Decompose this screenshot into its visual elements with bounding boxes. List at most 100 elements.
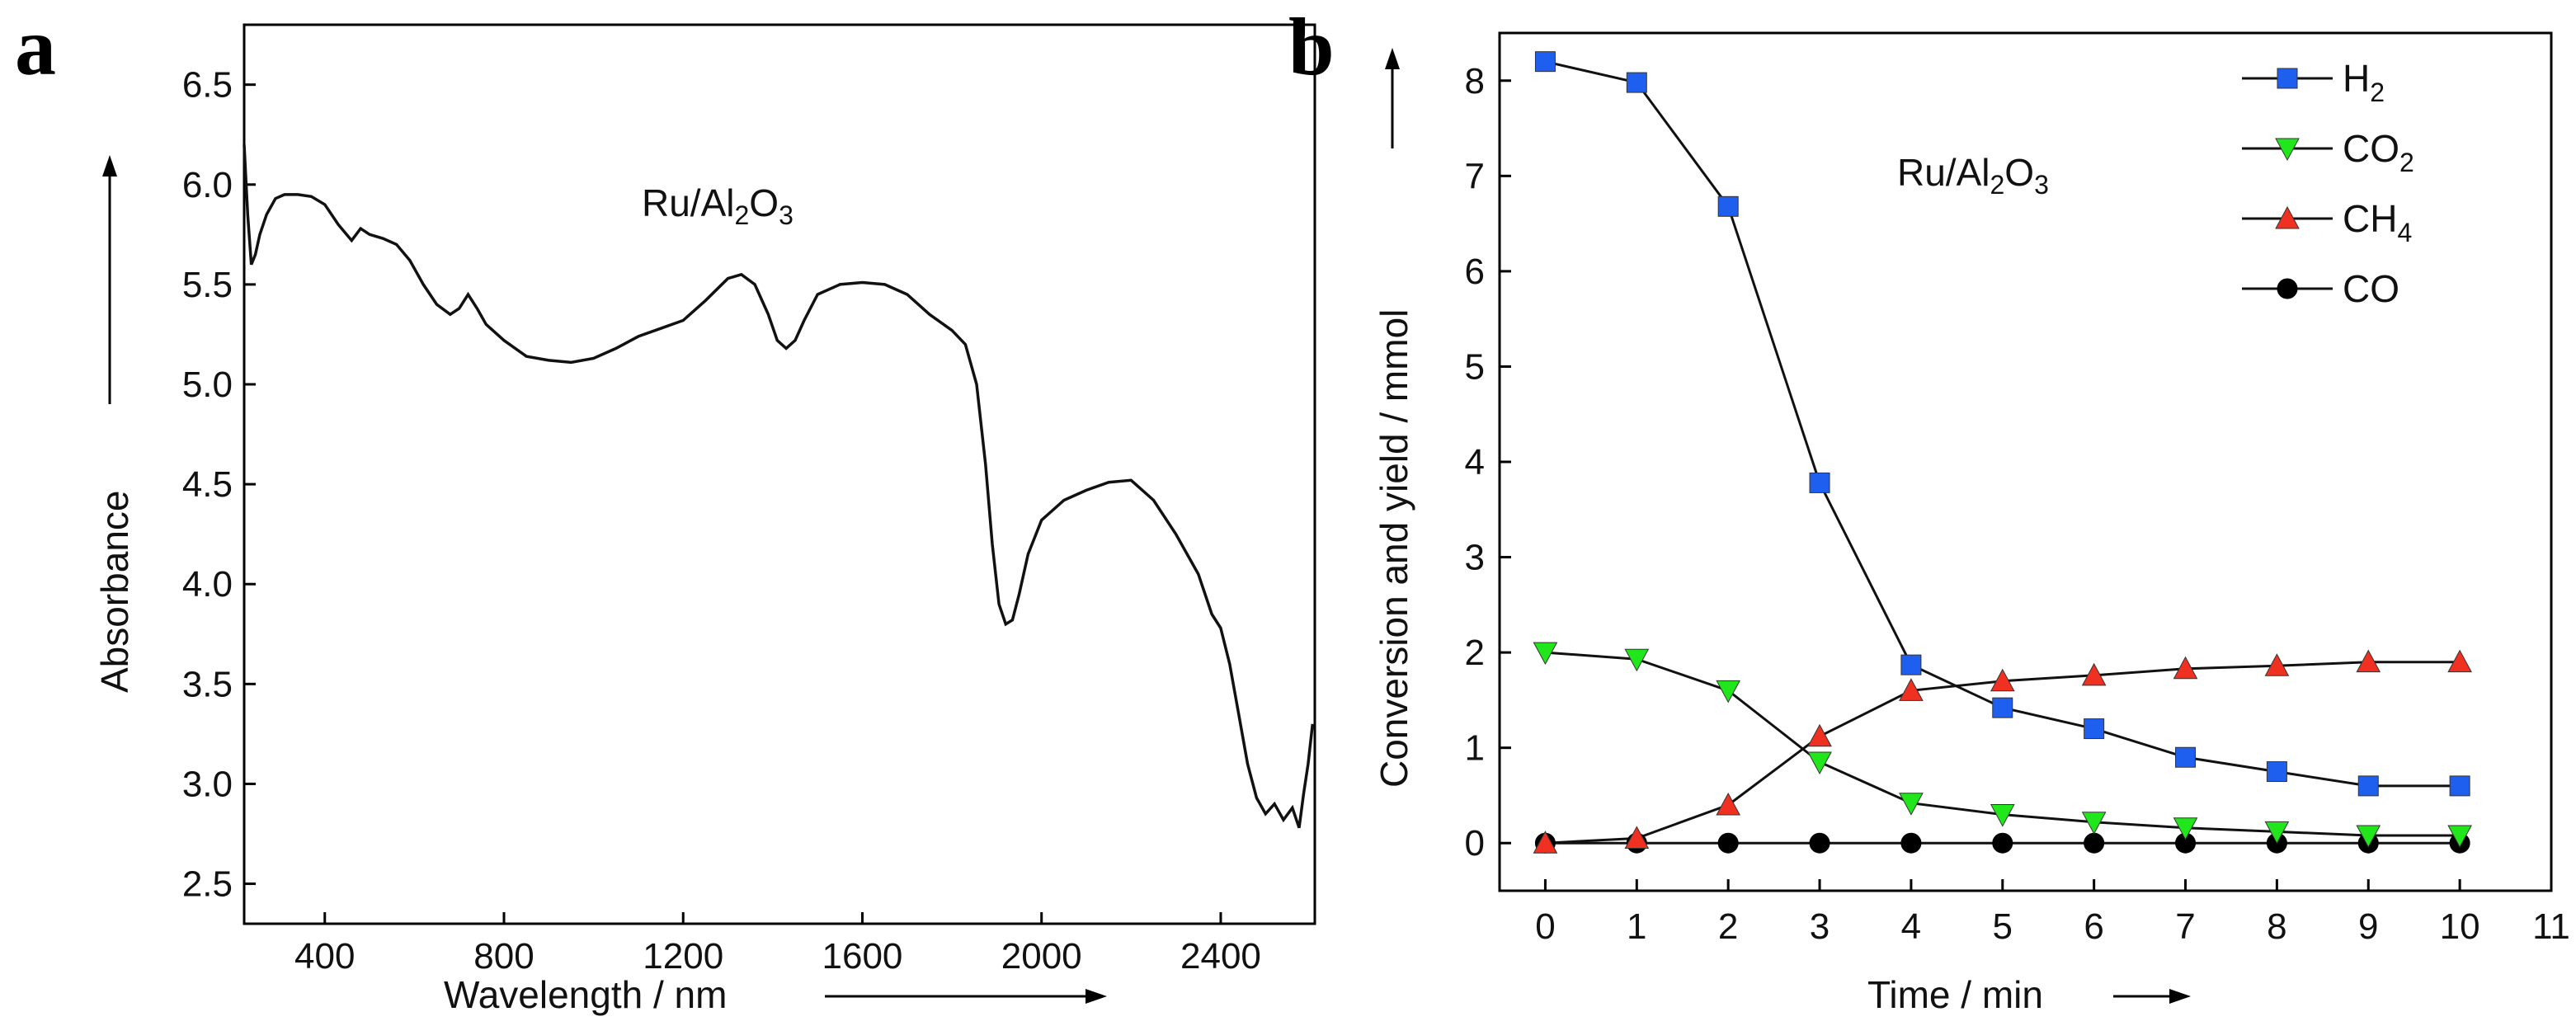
chart-a-y-tick-label: 6.0 <box>182 165 233 205</box>
chart-a-x-ticks: 400 800 1200 1600 2000 2400 <box>294 912 1261 977</box>
chart-b-point-h2 <box>1992 697 2013 718</box>
chart-b-y-tick-label: 3 <box>1465 538 1485 578</box>
chart-a-frame <box>243 23 1316 925</box>
chart-b-ylabel: Conversion and yield / mmol <box>1373 309 1415 788</box>
chart-a-y-tick-label: 6.5 <box>182 65 233 106</box>
chart-b-point-co2 <box>2173 817 2198 840</box>
chart-b-point-co2 <box>2264 821 2290 845</box>
chart-b-point-h2 <box>1717 195 1739 217</box>
chart-b-point-co2 <box>2356 825 2381 849</box>
chart-b-point-ch4 <box>2081 662 2107 686</box>
chart-b-point-ch4 <box>2173 656 2198 680</box>
chart-b-xlabel-arrow <box>2113 989 2191 1004</box>
chart-b-point-co <box>1992 832 2013 854</box>
panel-b-label: b <box>1288 1 1335 92</box>
chart-b-point-co <box>1900 832 1922 854</box>
chart-a-y-tick-label: 3.0 <box>182 764 233 804</box>
chart-b-point-co2 <box>2447 825 2472 849</box>
chart-b-point-co2 <box>1533 642 1558 666</box>
legend-label: CO <box>2343 267 2399 310</box>
chart-b-point-ch4 <box>1624 826 1650 849</box>
chart-b-point-co2 <box>1899 793 1924 816</box>
chart-a-y-ticks: 2.5 3.0 3.5 4.0 4.5 5.0 5.5 6.0 6.5 <box>182 65 256 905</box>
chart-a-y-tick-label: 5.5 <box>182 265 233 305</box>
chart-a-xlabel: Wavelength / nm <box>444 973 727 1016</box>
chart-b-y-tick-label: 5 <box>1465 346 1485 387</box>
chart-b-point-ch4 <box>2264 653 2290 676</box>
panel-a-label: a <box>15 1 56 92</box>
chart-b-point-co <box>1809 832 1830 854</box>
chart-b-point-ch4 <box>1899 678 1924 701</box>
legend-marker <box>2277 68 2298 89</box>
chart-b-point-co <box>1717 832 1739 854</box>
chart-b-point-h2 <box>1626 72 1647 93</box>
chart-a-x-tick-label: 800 <box>473 936 534 977</box>
chart-a-xlabel-arrow <box>825 989 1107 1004</box>
chart-b-point-co <box>2084 832 2105 854</box>
chart-b-point-ch4 <box>2447 649 2472 673</box>
chart-b-x-tick-label: 3 <box>1810 906 1830 947</box>
chart-a-x-tick-label: 2400 <box>1180 936 1261 977</box>
chart-b-point-co2 <box>1807 751 1832 775</box>
chart-a-x-tick-label: 400 <box>294 936 355 977</box>
chart-a-x-tick-label: 1600 <box>822 936 903 977</box>
chart-b-x-tick-label: 0 <box>1535 906 1555 947</box>
chart-a-x-tick-label: 1200 <box>643 936 723 977</box>
chart-b-point-ch4 <box>1990 668 2015 692</box>
chart-b-point-ch4 <box>2356 649 2381 673</box>
chart-b-x-tick-label: 4 <box>1901 906 1921 947</box>
chart-b-point-h2 <box>2266 761 2287 783</box>
chart-b-y-tick-label: 4 <box>1465 442 1485 482</box>
chart-b-x-tick-label: 2 <box>1718 906 1738 947</box>
chart-a-ylabel-arrow <box>102 155 117 404</box>
legend-label: CH4 <box>2343 197 2412 247</box>
chart-b-x-tick-label: 9 <box>2358 906 2378 947</box>
chart-a-x-tick-label: 2000 <box>1001 936 1082 977</box>
chart-b-point-co2 <box>1990 804 2015 827</box>
chart-a-y-tick-label: 5.0 <box>182 365 233 405</box>
chart-a-y-tick-label: 2.5 <box>182 864 233 905</box>
chart-b-x-tick-label: 5 <box>1993 906 2013 947</box>
chart-b-point-ch4 <box>1807 723 1832 747</box>
chart-b-y-ticks: 0 1 2 3 4 5 6 7 8 <box>1465 61 1511 864</box>
chart-b-y-tick-label: 7 <box>1465 156 1485 196</box>
chart-b-y-tick-label: 1 <box>1465 728 1485 769</box>
chart-b-point-co2 <box>1716 680 1741 704</box>
chart-a-y-tick-label: 4.0 <box>182 564 233 605</box>
chart-b-x-tick-label: 10 <box>2440 906 2480 947</box>
chart-a-y-tick-label: 4.5 <box>182 464 233 505</box>
chart-b-x-tick-label: 6 <box>2084 906 2103 947</box>
legend-label: CO2 <box>2343 127 2414 177</box>
chart-b-point-h2 <box>1900 654 1922 675</box>
legend-marker <box>2275 138 2300 162</box>
chart-b-xlabel: Time / min <box>1867 973 2043 1016</box>
chart-b: 0 1 2 3 4 5 6 7 8 9 10 11 0 1 2 3 4 5 6 7 8 Conversion and … <box>1373 31 2570 1016</box>
chart-b-x-tick-label: 7 <box>2175 906 2195 947</box>
chart-b-ylabel-arrow <box>1385 48 1400 148</box>
chart-b-point-ch4 <box>1533 831 1558 854</box>
legend-marker <box>2275 205 2300 229</box>
chart-b-point-co2 <box>1624 648 1650 672</box>
chart-b-legend: H2 CO2 CH4 CO <box>2242 57 2414 310</box>
chart-b-point-h2 <box>1809 472 1830 493</box>
chart-b-point-h2 <box>2175 746 2197 768</box>
chart-b-y-tick-label: 8 <box>1465 61 1485 101</box>
chart-b-point-h2 <box>2357 775 2379 797</box>
chart-b-y-tick-label: 6 <box>1465 252 1485 292</box>
chart-b-point-ch4 <box>1716 792 1741 816</box>
chart-b-x-tick-label: 11 <box>2532 906 2570 947</box>
chart-b-annotation: Ru/Al2O3 <box>1897 151 2049 200</box>
chart-b-point-h2 <box>2449 775 2470 797</box>
chart-b-y-tick-label: 0 <box>1465 823 1485 864</box>
chart-a-y-tick-label: 3.5 <box>182 664 233 704</box>
chart-a: 400 800 1200 1600 2000 2400 2.5 3.0 3.5 4.0 4.5 5.… <box>93 23 1316 1016</box>
chart-b-point-h2 <box>2084 718 2105 740</box>
chart-a-annotation: Ru/Al2O3 <box>642 181 794 230</box>
chart-b-x-tick-label: 8 <box>2267 906 2286 947</box>
chart-b-x-tick-label: 1 <box>1627 906 1646 947</box>
chart-b-series <box>1533 51 2472 854</box>
chart-b-y-tick-label: 2 <box>1465 633 1485 673</box>
legend-marker <box>2277 278 2298 299</box>
chart-b-point-co2 <box>2081 812 2107 835</box>
